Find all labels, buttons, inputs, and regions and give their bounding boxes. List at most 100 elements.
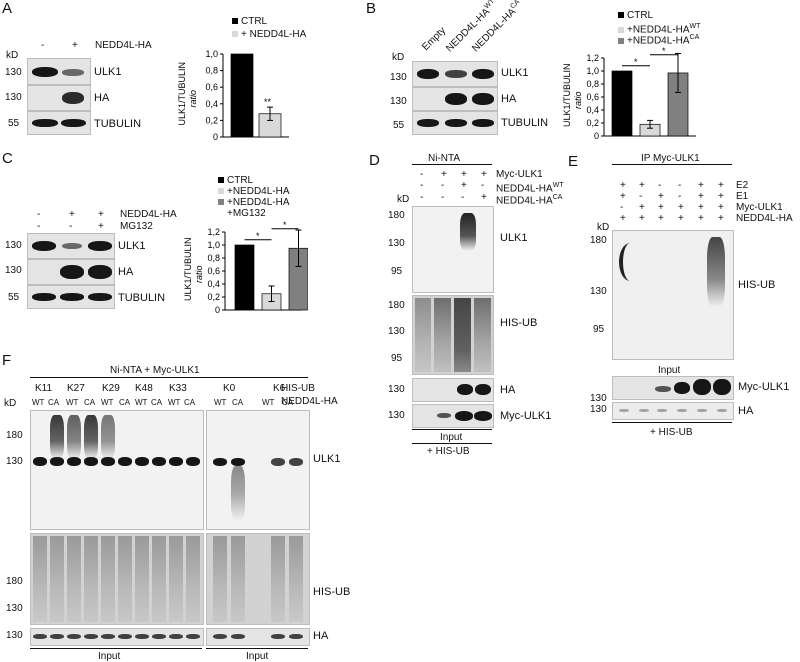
row-label-nedd4l: NEDD4L-HA [120, 209, 177, 220]
lane-value: + [639, 213, 645, 224]
western-blot-tubulin [27, 285, 115, 309]
ip-header: IP Myc-ULK1 [641, 153, 700, 164]
lane-value: + [441, 169, 447, 180]
y-tick-label: 0,8 [207, 253, 220, 263]
western-blot-tubulin [27, 111, 91, 135]
y-tick-label: 0,4 [205, 99, 218, 109]
y-axis-label: ULK1/TUBULIN [177, 62, 187, 126]
y-tick-label: 1,2 [207, 227, 220, 237]
y-tick-label: 0,4 [207, 279, 220, 289]
bar-chart-c: 0 0,2 0,4 0,6 0,8 1,0 1,2 ULK1/TUBULIN ratio * * [183, 220, 308, 315]
blot-label-ulk1: ULK1 [313, 453, 341, 465]
mw-marker: 180 [590, 235, 607, 246]
genotype-label: WT [101, 398, 114, 407]
mw-marker: 130 [590, 286, 607, 297]
blot-label-tubulin: TUBULIN [118, 292, 166, 304]
genotype-label: CA [48, 398, 60, 407]
y-tick-label: 1,0 [205, 49, 218, 59]
mw-marker: 130 [388, 410, 405, 421]
lane-value: - [481, 180, 485, 191]
mw-marker: 55 [8, 292, 20, 303]
lane-value: - [69, 221, 73, 232]
mw-marker: 130 [590, 404, 607, 415]
blot-label-ulk1: ULK1 [501, 67, 529, 79]
lane-value: + [698, 180, 704, 191]
blot-label-ulk1: ULK1 [94, 66, 122, 78]
bar-chart-a: 0 0,2 0,4 0,6 0,8 1,0 ULK1/TUBULIN ratio ** [177, 49, 289, 142]
western-blot-ha [412, 87, 498, 111]
input-label: Input [246, 651, 269, 662]
lane-value: + [678, 202, 684, 213]
genotype-label: WT [32, 398, 45, 407]
lane-value: + [620, 180, 626, 191]
western-blot-his-ub [412, 295, 494, 375]
significance-marker: * [662, 46, 666, 56]
row-label-mg132: MG132 [120, 221, 153, 232]
lane-value: + [481, 169, 487, 180]
genotype-label: WT [262, 398, 275, 407]
western-blot-ulk1 [27, 233, 115, 259]
western-blot-ulk1-left [30, 410, 204, 530]
row-label: Myc-ULK1 [496, 169, 543, 180]
legend-entry: CTRL [618, 10, 653, 21]
row-label: Myc-ULK1 [736, 202, 783, 213]
y-tick-label: 0,2 [586, 118, 599, 128]
panel-label-f: F [2, 352, 12, 369]
kd-label: kD [392, 52, 405, 63]
western-blot-ha [412, 378, 494, 402]
lane-value: + [698, 191, 704, 202]
input-label: Input [658, 365, 681, 376]
row-label: E1 [736, 191, 749, 202]
row-label: NEDD4L-HAWT [496, 182, 564, 195]
mw-marker: 130 [388, 326, 405, 337]
panel-label-e: E [568, 153, 579, 170]
ubiquitin-mutant-label: K27 [67, 383, 85, 394]
western-blot-ulk1 [412, 61, 498, 87]
western-blot-myc-ulk1 [412, 404, 494, 428]
lane-value: + [718, 180, 724, 191]
western-blot-ha [27, 259, 115, 285]
mw-marker: 95 [593, 324, 605, 335]
blot-label-myc-ulk1: Myc-ULK1 [500, 410, 552, 422]
mw-marker: 180 [388, 210, 405, 221]
mw-marker: 130 [6, 630, 23, 641]
mw-marker: 95 [391, 266, 403, 277]
legend-entry: + NEDD4L-HA [232, 29, 306, 40]
genotype-label: WT [135, 398, 148, 407]
genotype-label: CA [151, 398, 163, 407]
lane-value: - [461, 192, 465, 203]
y-axis-sublabel: ratio [188, 90, 198, 108]
genotype-label: WT [168, 398, 181, 407]
y-tick-label: 0,4 [586, 105, 599, 115]
y-tick-label: 0,2 [205, 115, 218, 125]
lane-value: + [718, 191, 724, 202]
panel-label-c: C [2, 150, 13, 167]
lane-value: + [678, 213, 684, 224]
legend-entry: +NEDD4L-HACA [618, 32, 699, 46]
lane-value: - [620, 202, 624, 213]
genotype-label: CA [282, 398, 294, 407]
y-tick-label: 0 [213, 132, 218, 142]
lane-plus: + [72, 40, 78, 51]
western-blot-ha-right [206, 628, 310, 646]
western-blot-ulk1 [412, 206, 494, 293]
legend-entry: +MG132 [227, 208, 266, 219]
lane-value: + [698, 213, 704, 224]
lane-value: + [658, 191, 664, 202]
mw-marker: 180 [6, 576, 23, 587]
lane-minus: - [41, 40, 45, 51]
blot-label-tubulin: TUBULIN [94, 118, 142, 130]
y-axis-sublabel: ratio [573, 91, 583, 109]
kd-label: kD [397, 194, 410, 205]
lane-value: + [481, 192, 487, 203]
y-tick-label: 0 [215, 305, 220, 315]
y-tick-label: 0,8 [205, 66, 218, 76]
lane-value: + [461, 180, 467, 191]
blot-label-his-ub: HIS-UB [313, 586, 351, 598]
ubiquitin-mutant-label: K29 [102, 383, 120, 394]
mw-marker: 130 [5, 92, 22, 103]
western-blot-ha [612, 402, 734, 420]
pulldown-header: Ni-NTA + Myc-ULK1 [110, 365, 200, 376]
genotype-label: CA [232, 398, 244, 407]
ubiquitin-mutant-label: K48 [135, 383, 153, 394]
